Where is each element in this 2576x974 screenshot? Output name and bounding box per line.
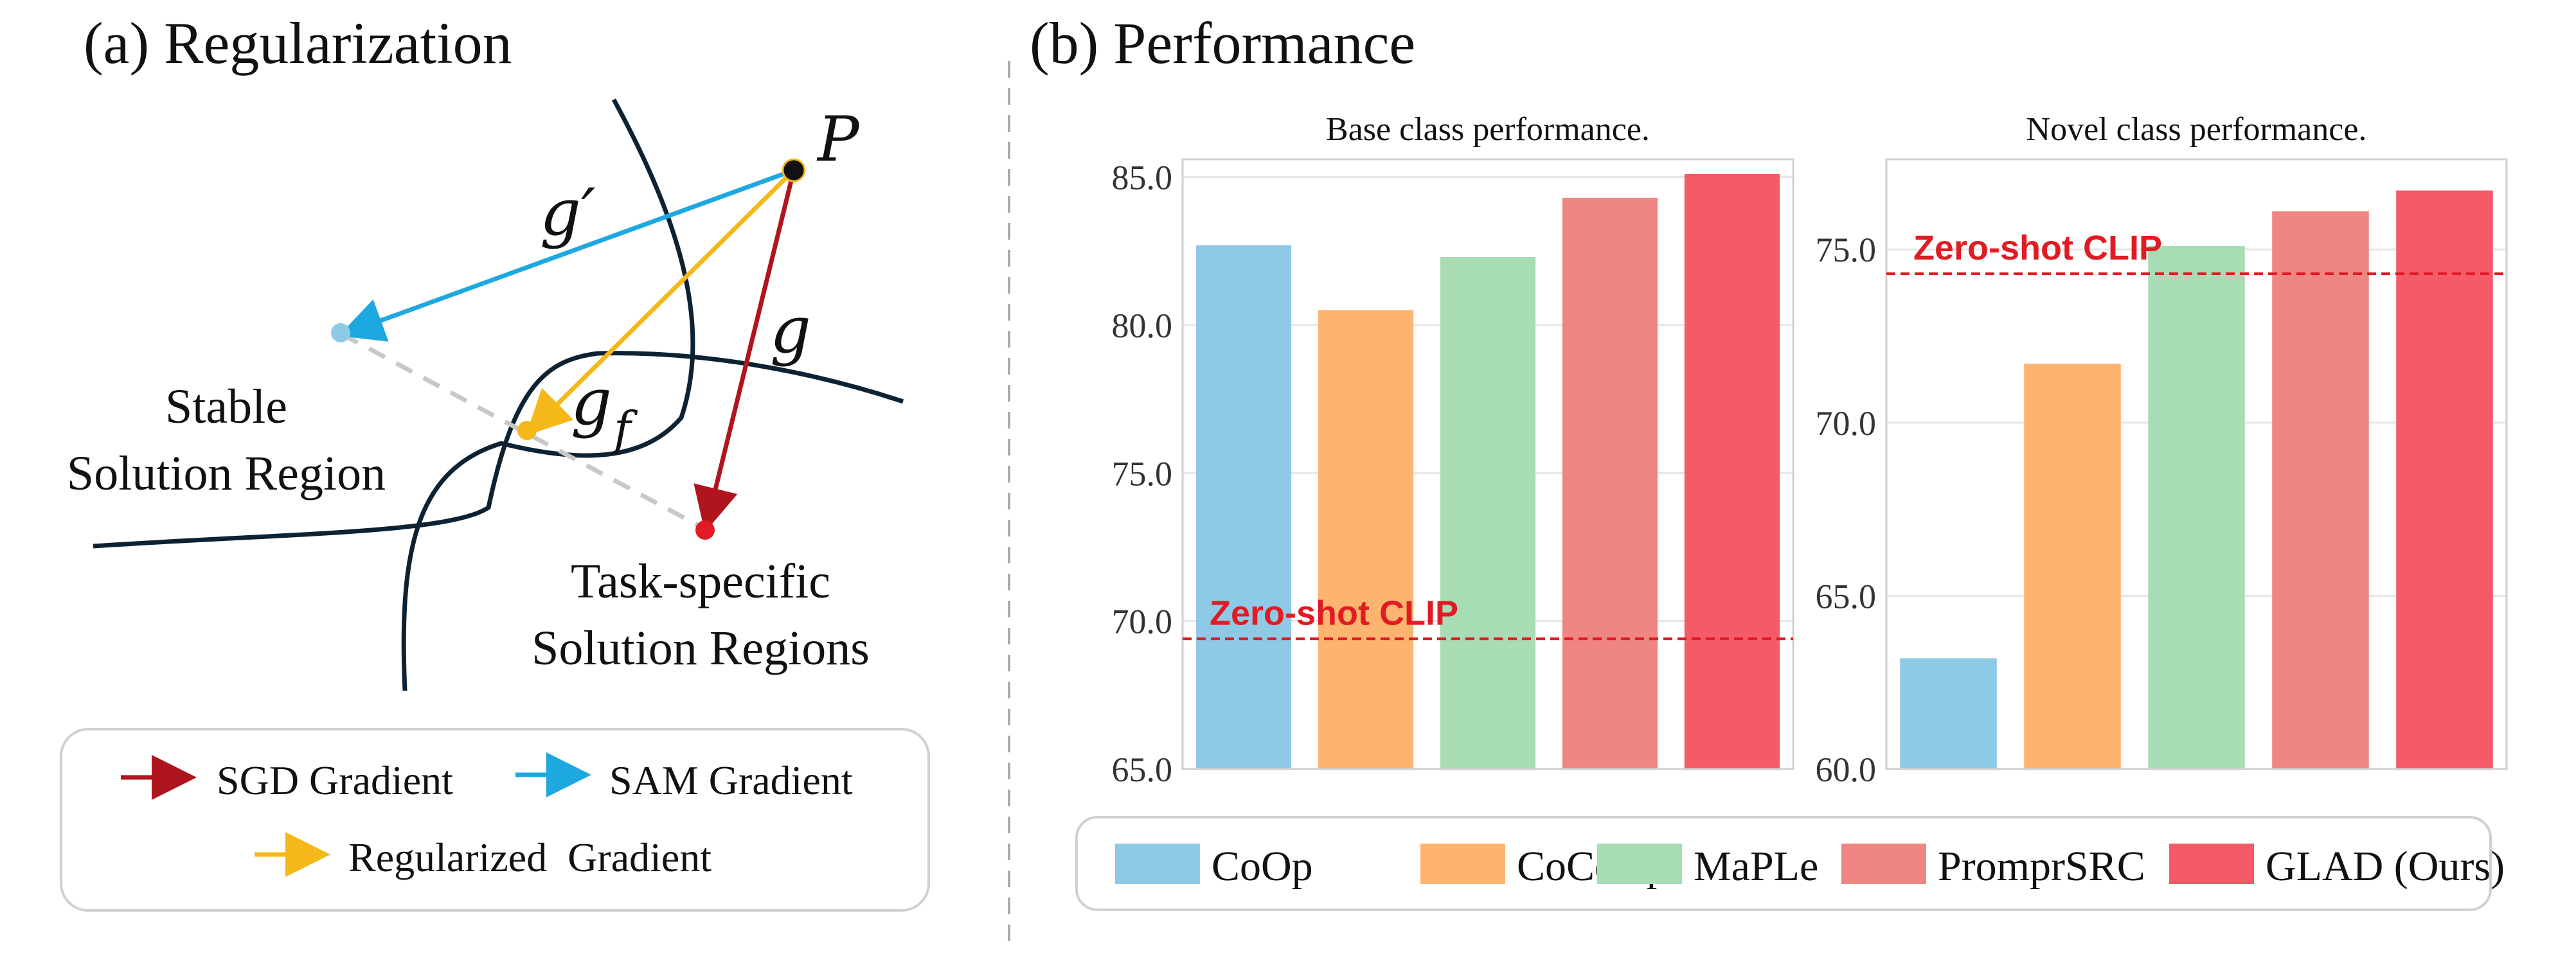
bar-promprsrc [2272,211,2369,769]
y-tick-label: 70.0 [1112,603,1173,641]
task-point [695,520,715,540]
chart-title: Base class performance. [1326,111,1650,148]
panel-b-title: (b) Performance [1030,10,1415,76]
curve-horizontal [93,351,904,549]
bar-coop [1195,245,1292,770]
bar-maple [2148,245,2245,769]
chart-title: Novel class performance. [2026,111,2367,148]
label-g: g [770,292,811,367]
bar-promprsrc [1562,197,1658,770]
legend-label: MaPLe [1694,843,1818,890]
y-tick-label: 70.0 [1816,404,1877,443]
point-p [782,158,806,182]
bar-cocoop [1318,310,1414,769]
novel-class-chart: Novel class performance. 60.0 65.0 70.0 75.0… [1816,111,2508,789]
task-region-line2: Solution Regions [532,621,870,675]
y-tick-label: 65.0 [1816,577,1877,615]
legend-sam-label: SAM Gradient [609,757,853,803]
bar-glad-ours [1684,174,1780,770]
zero-shot-clip-label: Zero-shot CLIP [1913,229,2162,267]
bar-glad-ours [2396,190,2493,769]
legend-label: GLAD (Ours) [2266,843,2505,890]
plot-frame [1181,158,1794,770]
legend-swatch [1115,844,1200,884]
bar-cocoop [2024,364,2121,769]
y-tick-label: 65.0 [1112,750,1173,789]
base-class-chart: Base class performance. 65.0 70.0 75.0 80.0 8… [1112,111,1794,789]
gradient-legend: SGD Gradient SAM Gradient Regularized Gr… [60,728,930,912]
stable-region-line2: Solution Region [67,447,386,500]
plot-frame [1885,158,2508,770]
dashed-connection [341,332,708,533]
method-legend: CoOp CoCoOp MaPLe PromprSRC GLAD (Ours) [1075,816,2505,911]
legend-sgd-label: SGD Gradient [217,757,453,803]
y-tick-label: 75.0 [1816,231,1877,269]
bar-maple [1440,257,1536,769]
panel-regularization: (a) Regularization P g′ g g f Stable Sol… [60,10,930,912]
legend-label: CoOp [1212,843,1313,890]
legend-swatch [1841,844,1926,884]
legend-swatch [2169,844,2254,884]
y-tick-label: 80.0 [1112,306,1173,345]
task-region-line1: Task-specific [571,554,830,608]
sam-gradient-arrow [338,168,795,342]
legend-swatch [1597,844,1682,884]
regularized-point [517,421,537,440]
y-tick-label: 75.0 [1112,454,1173,493]
zero-shot-clip-label: Zero-shot CLIP [1210,594,1458,632]
legend-reg-label: Regularized Gradient [348,835,711,880]
y-tick-label: 85.0 [1112,159,1173,197]
legend-label: PromprSRC [1938,843,2145,890]
panel-a-title: (a) Regularization [84,10,512,76]
sgd-gradient-arrow [693,170,796,533]
legend-swatch [1420,844,1505,884]
panel-performance: (b) Performance Base class performance. 6… [1030,10,2508,911]
regularized-gradient-arrow [526,168,796,436]
curve-vertical [401,98,695,691]
stable-region-line1: Stable [165,380,287,434]
stable-point [331,323,350,342]
label-g-prime: g′ [540,175,596,250]
bar-coop [1900,658,1997,769]
label-p: P [816,103,860,175]
y-tick-label: 60.0 [1816,750,1877,789]
label-g-f: g [571,364,612,439]
